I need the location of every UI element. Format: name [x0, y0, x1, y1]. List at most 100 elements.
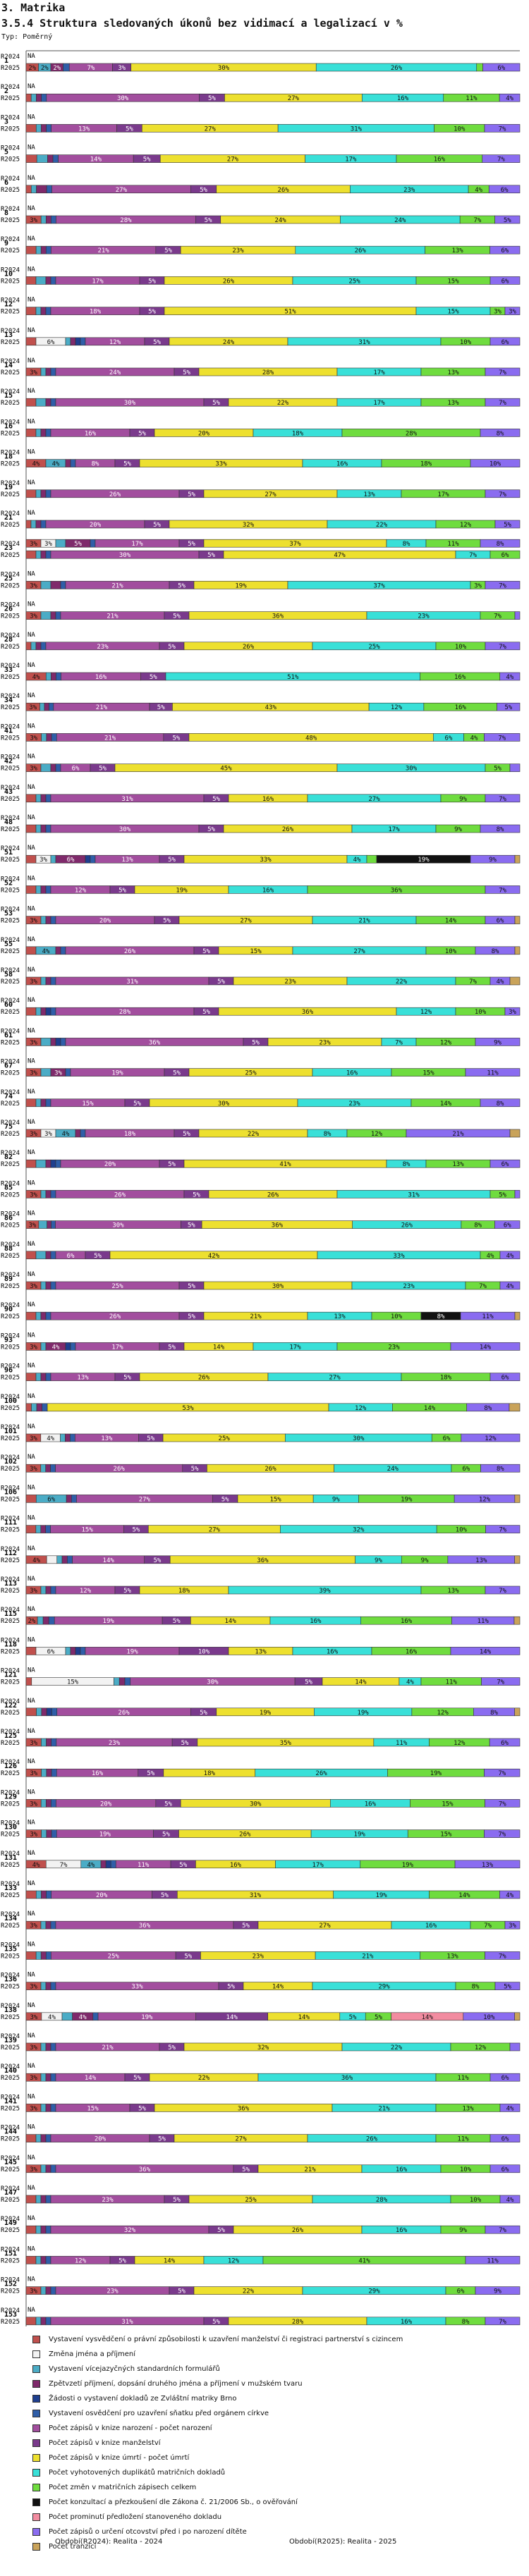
row-label: R2025 [1, 430, 20, 437]
na-label: NA [28, 936, 35, 943]
segment-value-label: 5% [74, 541, 82, 548]
legend-swatch [32, 2528, 40, 2536]
bar-segment [35, 1098, 42, 1108]
segment-value-label: 13% [447, 1588, 459, 1595]
group-label: 134 [4, 1915, 17, 1922]
row-label: R2024 [1, 1394, 20, 1401]
bar-segment [40, 2225, 47, 2234]
bar-segment [36, 93, 42, 102]
segment-value-label: 21% [250, 1313, 262, 1320]
segment-value-label: 7% [499, 582, 506, 589]
segment-value-label: 3% [30, 1191, 37, 1198]
row-label: R2025 [1, 2227, 20, 2234]
bar-segment [40, 611, 51, 620]
segment-value-label: 4% [32, 1862, 40, 1869]
row-label: R2025 [1, 857, 20, 864]
segment-value-label: 30% [218, 65, 230, 72]
segment-value-label: 23% [97, 644, 109, 651]
group-label: 8 [4, 209, 8, 217]
bar-segment [25, 1403, 32, 1412]
bar-segment [55, 611, 61, 620]
segment-value-label: 30% [406, 766, 418, 773]
legend-swatch [32, 2424, 40, 2432]
segment-value-label: 26% [401, 1222, 413, 1229]
bar-segment [499, 1890, 521, 1899]
segment-value-label: 27% [240, 918, 252, 925]
bar-segment [40, 1311, 47, 1320]
na-label: NA [28, 632, 35, 639]
bar-segment [50, 1190, 56, 1198]
row-label: R2024 [1, 54, 20, 61]
segment-value-label: 15% [422, 1070, 434, 1077]
row-label: R2024 [1, 2155, 20, 2162]
segment-value-label: 17% [345, 157, 357, 164]
group-label: 58 [4, 971, 13, 979]
bar-segment [71, 1495, 77, 1503]
bar-segment [36, 1707, 42, 1717]
segment-value-label: 5% [94, 1253, 102, 1260]
group-label: 113 [4, 1580, 17, 1588]
segment-value-label: 33% [215, 461, 227, 468]
segment-value-label: 3% [39, 857, 47, 864]
segment-value-label: 16% [434, 157, 446, 164]
segment-value-label: 3% [30, 1832, 37, 1839]
row-label: R2024 [1, 1302, 20, 1309]
bar-segment [45, 398, 51, 407]
row-label: R2024 [1, 1820, 20, 1827]
row-label: R2025 [1, 95, 20, 102]
segment-value-label: 10% [460, 339, 472, 346]
bar-segment [366, 854, 377, 864]
bar-segment [25, 550, 37, 559]
segment-value-label: 18% [204, 1770, 216, 1777]
segment-value-label: 32% [243, 522, 255, 529]
segment-value-label: 8% [92, 461, 99, 468]
segment-value-label: 19% [99, 1832, 111, 1839]
segment-value-label: 12% [391, 704, 403, 711]
segment-value-label: 5% [147, 1770, 154, 1777]
segment-value-label: 6% [497, 918, 504, 925]
bar-segment [25, 1159, 37, 1168]
bar-segment [490, 1159, 521, 1168]
bar-segment [485, 367, 521, 376]
row-label: R2024 [1, 663, 20, 670]
bar-segment [40, 2256, 47, 2264]
na-label: NA [28, 1179, 35, 1186]
segment-value-label: 20% [198, 430, 210, 437]
bar-segment [41, 733, 47, 742]
group-label: 28 [4, 636, 13, 644]
segment-value-label: 6% [504, 1222, 511, 1229]
legend-item: Počet zápisů v knize narození - počet na… [32, 2421, 519, 2436]
row-label: R2024 [1, 2307, 20, 2314]
segment-value-label: 5% [208, 95, 216, 102]
segment-value-label: 25% [108, 1953, 120, 1960]
segment-value-label: 19% [260, 1710, 272, 1717]
bar-segment [450, 1342, 521, 1351]
segment-value-label: 33% [393, 1253, 405, 1260]
segment-value-label: 26% [118, 1710, 130, 1717]
group-label: 88 [4, 1245, 13, 1253]
segment-value-label: 19% [103, 1618, 115, 1625]
bar-segment [51, 1829, 57, 1838]
na-label: NA [28, 570, 35, 577]
segment-value-label: 8% [497, 541, 504, 548]
bar-segment [45, 2225, 51, 2234]
na-label: NA [28, 1545, 35, 1552]
bar-segment [50, 1586, 56, 1595]
segment-value-label: 7% [497, 1679, 504, 1686]
segment-value-label: 7% [469, 979, 477, 986]
segment-value-label: 21% [362, 1953, 374, 1960]
segment-value-label: 20% [104, 1161, 116, 1168]
segment-value-label: 9% [332, 1496, 340, 1503]
legend-swatch [32, 2395, 40, 2403]
bar-segment [490, 2134, 521, 2142]
bar-segment [41, 1829, 47, 1838]
segment-value-label: 27% [227, 157, 239, 164]
bar-segment [50, 2286, 56, 2295]
bar-segment [40, 916, 47, 924]
na-label: NA [28, 2002, 35, 2009]
segment-value-label: 42% [208, 1253, 220, 1260]
segment-value-label: 4% [52, 461, 60, 468]
bar-segment [40, 1098, 47, 1108]
segment-value-label: 11% [447, 541, 459, 548]
segment-value-label: 16% [455, 704, 467, 711]
